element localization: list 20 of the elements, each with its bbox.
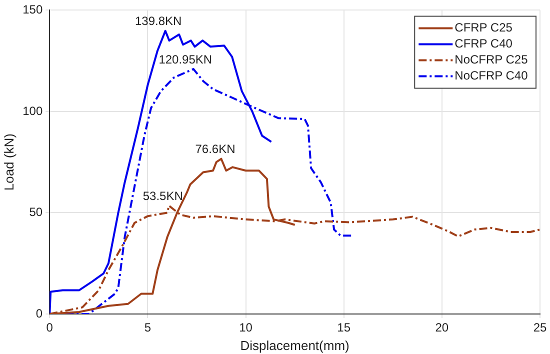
annotation: 76.6KN [195, 142, 236, 156]
x-tick-label: 25 [533, 320, 547, 335]
x-tick-label: 0 [46, 320, 54, 335]
y-tick-label: 50 [29, 205, 43, 220]
x-tick-label: 5 [144, 320, 152, 335]
annotation: 53.5KN [142, 188, 183, 203]
legend-label: NoCFRP C25 [454, 52, 528, 67]
x-tick-label: 15 [337, 320, 351, 335]
legend-label: CFRP C25 [454, 20, 513, 35]
legend-label: CFRP C40 [454, 36, 513, 51]
annotation: 120.95KN [158, 52, 212, 66]
y-tick-label: 100 [22, 104, 43, 118]
y-tick-label: 0 [36, 306, 43, 320]
x-tick-label: 20 [435, 320, 449, 335]
x-tick-label: 10 [239, 320, 253, 335]
x-axis-title: Displacement(mm) [240, 338, 350, 353]
annotation: 139.8KN [134, 14, 182, 28]
y-axis-title: Load (kN) [1, 134, 16, 191]
y-tick-label: 150 [22, 2, 43, 17]
legend-label: NoCFRP C40 [454, 68, 528, 83]
